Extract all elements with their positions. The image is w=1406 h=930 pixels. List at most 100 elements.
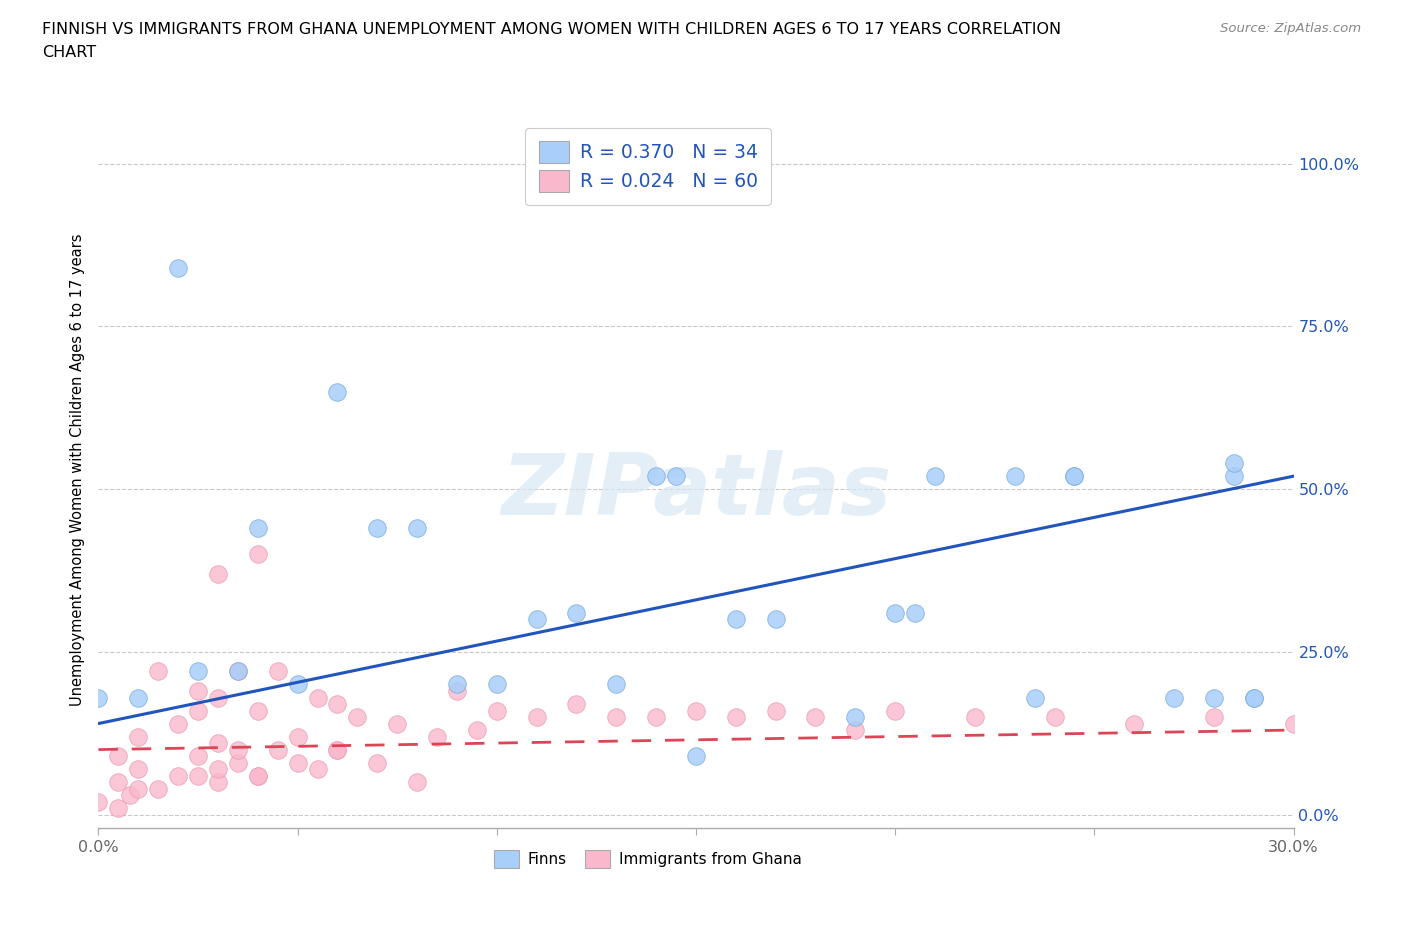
Point [1123,716,1146,731]
Point [226,664,249,679]
Point [226,664,249,679]
Point [1202,690,1225,705]
Point [127,729,149,744]
Point [465,723,488,737]
Point [107,749,129,764]
Point [366,521,388,536]
Point [1243,690,1265,705]
Point [226,755,249,770]
Point [645,469,668,484]
Point [246,521,269,536]
Point [127,781,149,796]
Point [446,677,468,692]
Point [526,710,548,724]
Point [1004,469,1026,484]
Point [904,605,927,620]
Point [426,729,449,744]
Point [884,605,907,620]
Point [1163,690,1185,705]
Point [246,768,269,783]
Point [346,710,368,724]
Point [765,612,787,627]
Point [207,736,229,751]
Point [267,664,290,679]
Point [167,768,190,783]
Point [267,742,290,757]
Point [246,703,269,718]
Point [326,697,349,711]
Point [187,664,209,679]
Text: FINNISH VS IMMIGRANTS FROM GHANA UNEMPLOYMENT AMONG WOMEN WITH CHILDREN AGES 6 T: FINNISH VS IMMIGRANTS FROM GHANA UNEMPLO… [42,22,1062,37]
Point [1202,710,1225,724]
Point [406,775,429,790]
Point [127,762,149,777]
Point [187,684,209,698]
Point [167,260,190,275]
Point [207,762,229,777]
Point [804,710,827,724]
Point [446,684,468,698]
Point [187,703,209,718]
Y-axis label: Unemployment Among Women with Children Ages 6 to 17 years: Unemployment Among Women with Children A… [69,233,84,706]
Point [287,677,309,692]
Point [226,742,249,757]
Point [366,755,388,770]
Point [148,781,170,796]
Point [287,729,309,744]
Point [884,703,907,718]
Point [207,690,229,705]
Point [485,703,508,718]
Point [1063,469,1085,484]
Point [307,690,329,705]
Point [120,788,142,803]
Point [187,768,209,783]
Point [107,775,129,790]
Point [326,742,349,757]
Point [765,703,787,718]
Point [963,710,986,724]
Point [844,723,866,737]
Point [526,612,548,627]
Point [87,794,110,809]
Point [246,768,269,783]
Point [724,612,747,627]
Point [406,521,429,536]
Point [127,690,149,705]
Point [167,716,190,731]
Point [1043,710,1066,724]
Point [565,697,588,711]
Legend: Finns, Immigrants from Ghana: Finns, Immigrants from Ghana [488,844,808,874]
Point [326,384,349,399]
Point [724,710,747,724]
Point [844,710,866,724]
Point [207,566,229,581]
Point [685,749,707,764]
Point [1024,690,1046,705]
Point [287,755,309,770]
Point [207,775,229,790]
Point [1243,690,1265,705]
Point [107,801,129,816]
Point [1223,469,1246,484]
Point [326,742,349,757]
Point [605,710,627,724]
Point [605,677,627,692]
Point [565,605,588,620]
Point [645,710,668,724]
Point [148,664,170,679]
Point [87,690,110,705]
Point [685,703,707,718]
Point [665,469,688,484]
Text: CHART: CHART [42,45,96,60]
Point [1282,716,1305,731]
Point [924,469,946,484]
Point [385,716,409,731]
Point [246,547,269,562]
Point [187,749,209,764]
Point [1223,456,1246,471]
Text: ZIPatlas: ZIPatlas [501,449,891,533]
Point [485,677,508,692]
Text: Source: ZipAtlas.com: Source: ZipAtlas.com [1220,22,1361,35]
Point [307,762,329,777]
Point [1063,469,1085,484]
